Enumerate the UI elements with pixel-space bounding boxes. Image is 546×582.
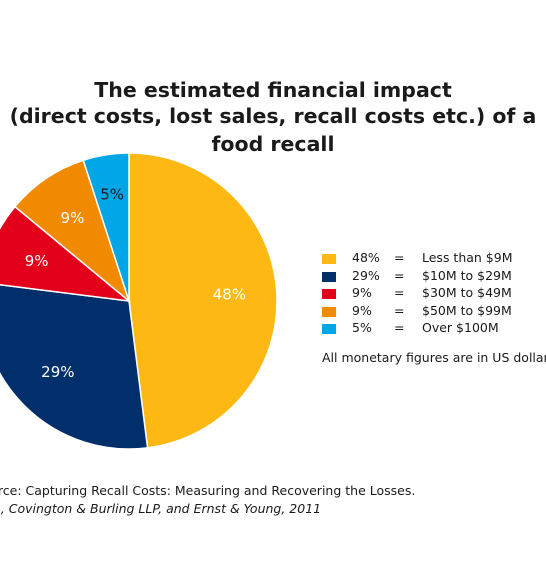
- legend-equals: =: [394, 250, 405, 265]
- legend-swatch: [322, 271, 336, 282]
- slice-label: 9%: [25, 252, 49, 270]
- source-line-2: A, Covington & Burling LLP, and Ernst & …: [0, 501, 322, 516]
- slice-label: 9%: [61, 209, 85, 227]
- legend-label: $50M to $99M: [422, 302, 512, 318]
- pie-slice: [128, 152, 278, 449]
- pie-slice: [0, 205, 132, 303]
- legend-percent: 9%: [352, 302, 372, 318]
- pie-slice: [13, 159, 131, 304]
- pie-slice: [0, 283, 149, 450]
- legend-label: $30M to $49M: [422, 285, 512, 300]
- legend-swatch: [322, 324, 336, 334]
- legend-equals: =: [394, 320, 405, 335]
- legend-percent: 29%: [352, 267, 380, 283]
- currency-note: All monetary figures are in US dollars: [322, 350, 546, 365]
- legend-swatch: [322, 289, 336, 299]
- chart-title-line-2: (direct costs, lost sales, recall costs …: [9, 104, 537, 156]
- source-line-1: urce: Capturing Recall Costs: Measuring …: [0, 483, 416, 498]
- legend-label: $10M to $29M: [422, 267, 512, 283]
- pie-slice: [82, 152, 130, 302]
- legend-label: Over $100M: [422, 320, 499, 335]
- legend-swatch: [322, 254, 336, 264]
- slice-label: 48%: [213, 286, 246, 304]
- legend-equals: =: [394, 302, 405, 318]
- chart-title-line-1: The estimated financial impact: [94, 78, 452, 102]
- legend-percent: 5%: [352, 320, 372, 335]
- legend-percent: 48%: [352, 250, 380, 265]
- legend-equals: =: [394, 285, 405, 300]
- slice-label: 5%: [100, 185, 124, 203]
- legend-label: Less than $9M: [422, 250, 513, 265]
- legend-percent: 9%: [352, 285, 372, 300]
- legend-swatch: [322, 306, 336, 317]
- slice-label: 29%: [41, 363, 74, 381]
- legend-equals: =: [394, 267, 405, 283]
